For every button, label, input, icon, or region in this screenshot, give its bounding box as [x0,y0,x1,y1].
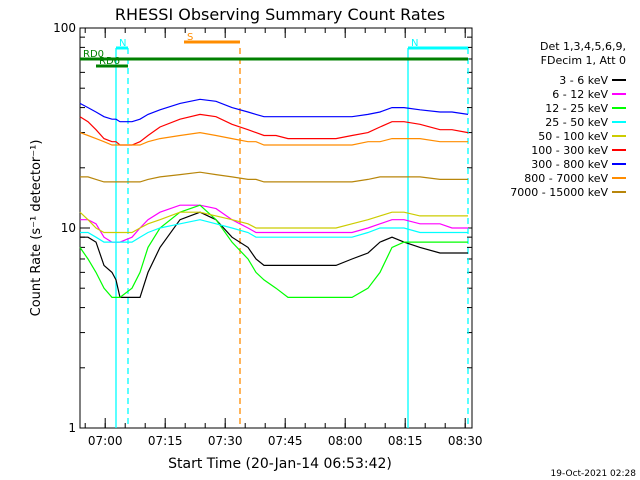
footer-timestamp: 19-Oct-2021 02:28 [551,469,637,479]
series-line [79,131,468,146]
plot-area: 1 10 100 07:00 07:15 07:30 07:45 08:00 08:15 08:3… [53,21,482,448]
legend-entry-label: 300 - 800 keV [531,158,608,171]
y-tick-label: 10 [61,221,76,235]
x-tick-label: 07:30 [208,434,243,448]
state-bar-label: S [187,32,193,43]
x-tick-label: 08:00 [328,434,363,448]
series-line [80,219,468,243]
legend-entry-label: 100 - 300 keV [531,144,608,157]
legend: Det 1,3,4,5,6,9,FDecim 1, Att 0 3 - 6 keV… [510,40,626,199]
legend-entry-label: 12 - 25 keV [545,102,608,115]
state-bar-label: RD0 [83,49,104,60]
legend-header-line: FDecim 1, Att 0 [541,54,626,67]
series-line [79,98,469,123]
state-bar-label: N [411,38,418,49]
y-tick-label: 100 [53,21,76,35]
x-tick-label: 07:45 [268,434,303,448]
x-tick-label: 08:15 [388,434,423,448]
chart-title: RHESSI Observing Summary Count Rates [115,5,445,24]
legend-entry-label: 50 - 100 keV [538,130,608,143]
series-line [79,113,469,146]
series-line [79,211,468,234]
x-tick-label: 07:00 [88,434,123,448]
y-tick-label: 1 [68,421,76,435]
legend-entry-label: 25 - 50 keV [545,116,608,129]
series-line [80,211,468,298]
legend-header-line: Det 1,3,4,5,6,9, [540,40,626,53]
series-line [79,204,468,298]
legend-entry-label: 6 - 12 keV [552,88,608,101]
series-line [80,204,468,243]
legend-entry-label: 7000 - 15000 keV [510,186,608,199]
state-bar-label: N [119,38,126,49]
legend-entry-label: 800 - 7000 keV [524,172,608,185]
series-line [80,171,468,183]
y-axis-label: Count Rate (s⁻¹ detector⁻¹) [29,140,44,317]
x-tick-label: 07:15 [148,434,183,448]
state-bar-label: RD6 [99,56,120,67]
legend-entry-label: 3 - 6 keV [559,74,608,87]
x-tick-label: 08:30 [448,434,483,448]
x-axis-label: Start Time (20-Jan-14 06:53:42) [168,456,392,472]
